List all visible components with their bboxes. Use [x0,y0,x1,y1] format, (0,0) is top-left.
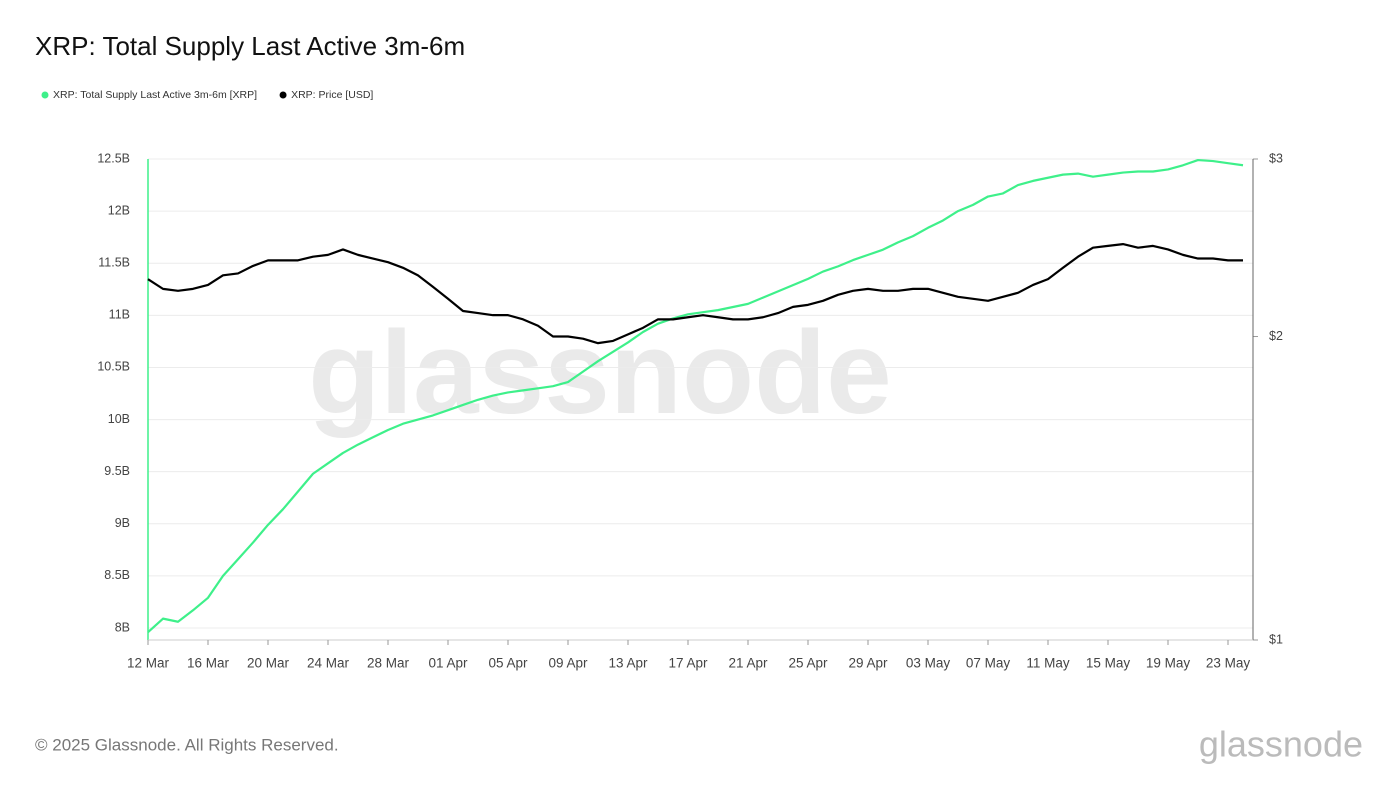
x-tick-label: 07 May [966,656,1011,671]
y-tick-label: 12B [108,203,130,217]
x-tick-label: 09 Apr [548,656,588,671]
footer: © 2025 Glassnode. All Rights Reserved. [35,735,339,754]
legend-label: XRP: Total Supply Last Active 3m-6m [XRP… [53,89,257,101]
x-tick-label: 15 May [1086,656,1131,671]
y-tick-label: 8.5B [104,568,130,582]
series-line [147,243,1243,345]
y-tick-label: 10B [108,412,130,426]
series-line [147,158,1244,633]
y-tick-label: 12.5B [97,151,130,165]
x-tick-label: 24 Mar [307,656,350,671]
x-tick-label: 12 Mar [127,656,170,671]
x-tick-label: 28 Mar [367,656,410,671]
y2-tick-label: $2 [1269,329,1283,343]
y2-tick-label: $1 [1269,632,1283,646]
y-tick-label: 11.5B [98,256,130,270]
x-tick-label: 16 Mar [187,656,230,671]
x-tick-label: 03 May [906,656,951,671]
y-tick-label: 10.5B [97,360,130,374]
x-tick-label: 17 Apr [668,656,708,671]
x-tick-label: 19 May [1146,656,1191,671]
y-tick-label: 11B [109,308,130,322]
logo: glassnode [1199,724,1363,765]
x-tick-label: 05 Apr [488,656,528,671]
x-tick-label: 23 May [1206,656,1251,671]
y2-tick-label: $3 [1269,151,1283,165]
x-tick-label: 21 Apr [728,656,768,671]
y-tick-label: 9.5B [104,464,130,478]
legend-marker [279,91,287,99]
x-tick-label: 29 Apr [848,656,888,671]
x-tick-label: 13 Apr [608,656,648,671]
legend-marker [41,91,49,99]
x-tick-label: 25 Apr [788,656,828,671]
x-tick-label: 01 Apr [428,656,468,671]
watermark: glassnode [308,307,892,439]
x-tick-label: 20 Mar [247,656,290,671]
legend-label: XRP: Price [USD] [291,89,373,101]
y-tick-label: 8B [115,620,130,634]
chart-title: XRP: Total Supply Last Active 3m-6m [35,31,465,61]
y-tick-label: 9B [115,516,130,530]
x-tick-label: 11 May [1026,656,1070,671]
